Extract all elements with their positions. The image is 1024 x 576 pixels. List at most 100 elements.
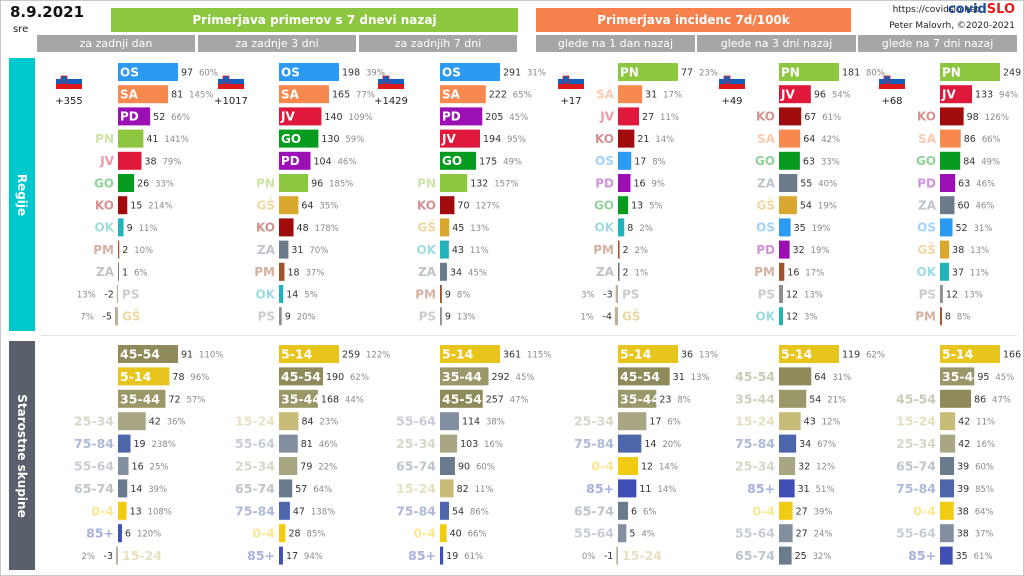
region-bar: [279, 262, 285, 281]
region-percent: 35%: [319, 202, 338, 212]
region-label-outside: ZA: [96, 265, 115, 279]
region-percent: 37%: [305, 268, 324, 278]
region-percent: 178%: [315, 224, 339, 234]
region-bar: [440, 174, 468, 192]
region-label-outside: PN: [95, 132, 114, 146]
age-percent: 238%: [152, 440, 176, 450]
region-value: -5: [102, 312, 111, 323]
age-value: 190: [326, 372, 344, 383]
age-value: 25: [795, 551, 807, 562]
slovenia-flag-red: [719, 84, 745, 89]
region-label-outside: PM: [254, 265, 275, 279]
age-label-outside: 25-34: [896, 436, 936, 451]
age-bar: [779, 367, 812, 386]
age-value: 27: [796, 529, 808, 540]
age-bar: [118, 501, 127, 520]
region-percent: 79%: [163, 157, 182, 167]
age-percent: 47%: [992, 395, 1011, 405]
region-bar: [618, 218, 625, 237]
region-label-outside: PS: [122, 287, 139, 301]
region-label-outside: PM: [593, 243, 614, 257]
region-bar: [118, 196, 128, 215]
region-value: 35: [794, 223, 806, 234]
age-value: 119: [842, 350, 860, 361]
region-bar: [940, 85, 973, 104]
age-label-outside: 75-84: [574, 436, 614, 451]
region-bar: [779, 129, 801, 148]
age-value: 47: [293, 506, 305, 517]
age-label-outside: 15-24: [735, 414, 775, 429]
region-percent: 94%: [999, 91, 1018, 101]
region-value: 16: [787, 267, 799, 278]
region-value: 96: [311, 179, 323, 190]
age-label-inside: 5-14: [281, 347, 313, 362]
age-percent: 66%: [468, 530, 487, 540]
region-bar: [618, 174, 631, 192]
site-url[interactable]: https://covidslo.net: [892, 5, 979, 15]
age-value: 6: [125, 529, 131, 540]
age-bar: [279, 524, 286, 543]
region-value: 140: [324, 112, 342, 123]
region-percent: 60%: [199, 69, 218, 79]
region-label-outside: PS: [758, 287, 775, 301]
age-value: 84: [301, 417, 313, 428]
brand-main: covid: [947, 2, 987, 17]
age-percent: 108%: [148, 507, 172, 517]
age-bar: [779, 412, 801, 431]
slovenia-flag-blue: [719, 79, 745, 84]
region-bar: [618, 262, 620, 281]
region-bar: [279, 240, 289, 259]
age-label-outside: 15-24: [622, 548, 662, 563]
brand-accent: SLO: [986, 2, 1015, 17]
age-label-outside: 55-64: [235, 436, 275, 451]
region-bar: [440, 196, 455, 215]
region-bar-negative: [614, 307, 618, 326]
age-percent: 120%: [137, 530, 161, 540]
age-percent: 11%: [475, 485, 494, 495]
region-bar: [279, 63, 339, 81]
region-bar: [618, 63, 678, 81]
age-label-outside: 55-64: [735, 526, 775, 541]
slovenia-flag-red: [879, 84, 905, 89]
region-bar: [779, 240, 790, 259]
region-value: 13: [631, 201, 643, 212]
age-label-outside: 55-64: [574, 526, 614, 541]
region-label-outside: KO: [417, 199, 436, 213]
age-label-inside: 45-54: [120, 347, 160, 362]
age-percent: 6%: [643, 507, 657, 517]
age-value: 38: [957, 529, 969, 540]
region-value: 77: [681, 68, 693, 79]
region-bar: [779, 151, 800, 170]
slovenia-flag-white: [55, 73, 83, 80]
region-value: 60: [957, 201, 969, 212]
region-value: 81: [171, 90, 183, 101]
region-label-outside: GŠ: [418, 220, 437, 235]
region-percent: 13%: [964, 291, 983, 301]
region-label-outside: PN: [256, 176, 275, 190]
age-bar: [440, 524, 447, 543]
age-percent: 31%: [832, 373, 851, 383]
age-value: 19: [446, 551, 458, 562]
region-bar: [279, 307, 282, 326]
age-bar: [440, 546, 444, 565]
age-bar: [279, 389, 318, 408]
age-label-outside: 85+: [86, 526, 114, 541]
region-percent: 54%: [832, 91, 851, 101]
region-value: 43: [452, 245, 464, 256]
age-label-inside: 35-44: [942, 369, 982, 384]
age-label-outside: 25-34: [74, 414, 114, 429]
age-bar: [618, 524, 627, 543]
age-value: 114: [462, 417, 480, 428]
region-label-outside: PD: [756, 243, 775, 257]
age-bar: [118, 367, 170, 386]
age-label-outside: 65-74: [235, 481, 275, 496]
age-percent: 6%: [667, 418, 681, 428]
region-bar: [440, 63, 500, 81]
age-percent: 14%: [659, 463, 678, 473]
region-bar: [940, 262, 949, 281]
region-bar: [279, 151, 311, 170]
region-value: 38: [145, 156, 157, 167]
region-percent: 70%: [309, 246, 328, 256]
region-label-outside: PD: [595, 176, 614, 190]
region-value: 249: [1003, 68, 1021, 79]
